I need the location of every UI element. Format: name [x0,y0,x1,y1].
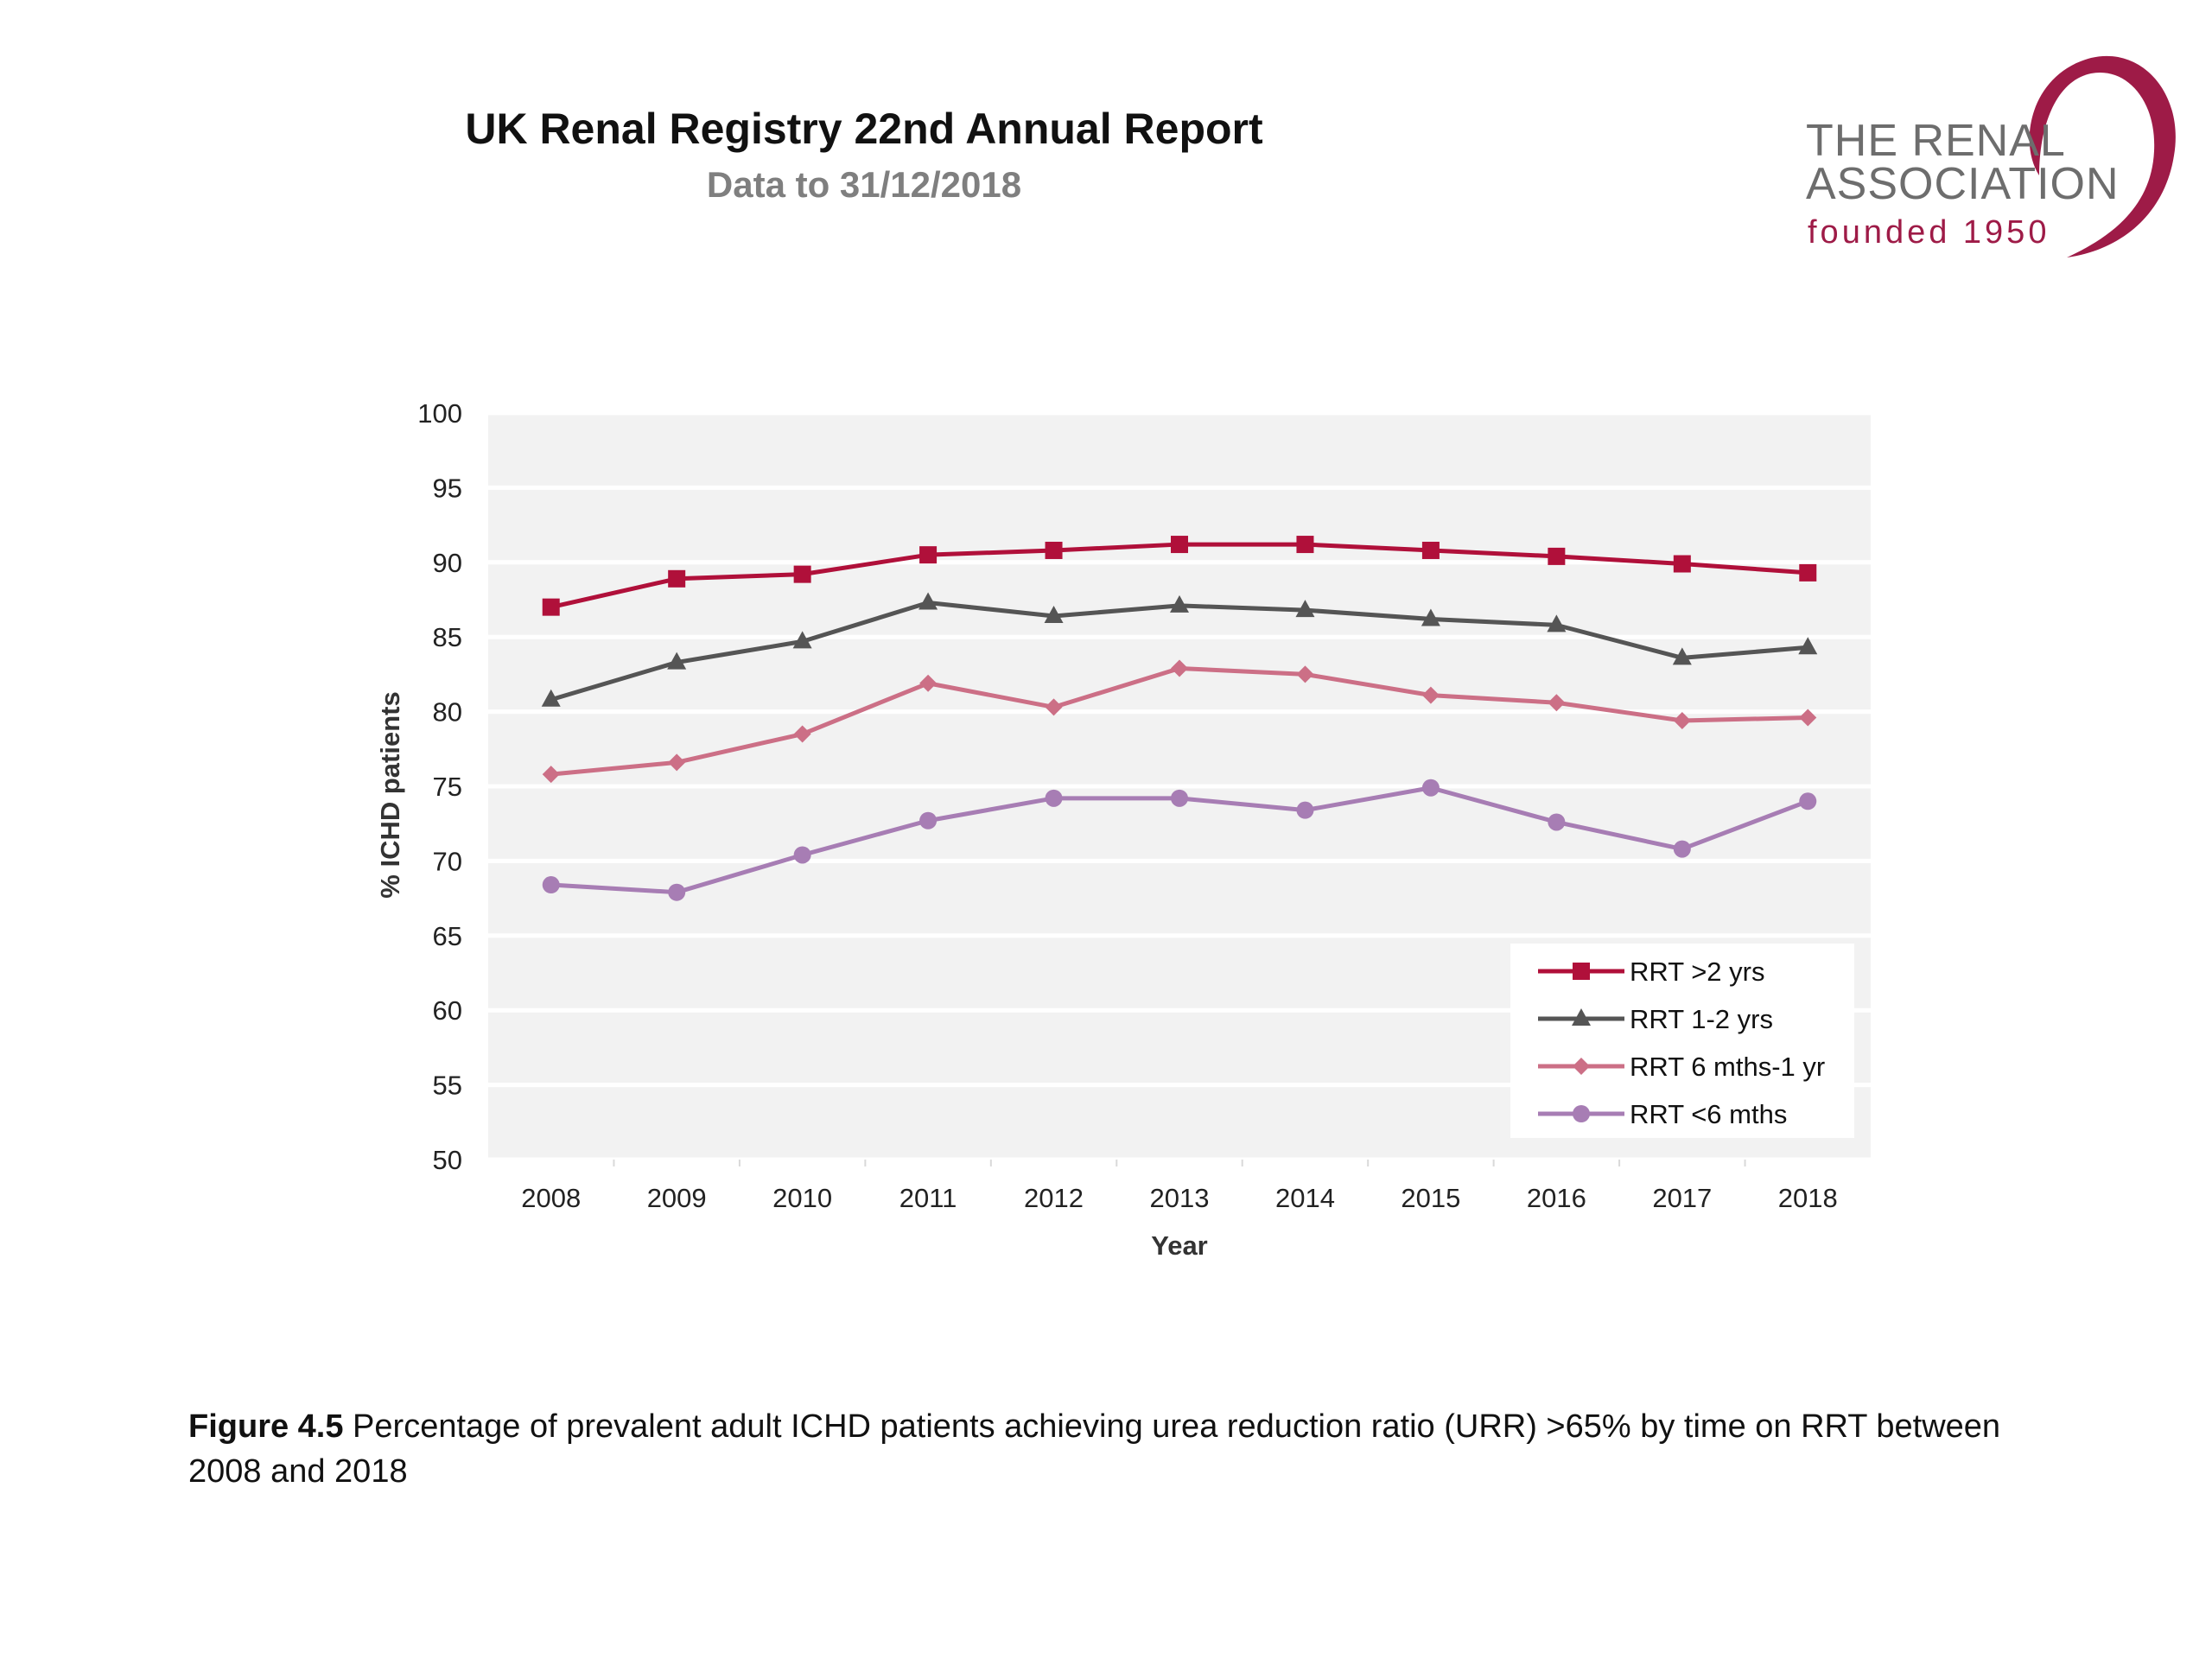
data-point [1045,541,1063,559]
legend-label: RRT 6 mths-1 yr [1630,1052,1825,1082]
data-point [1548,813,1566,831]
series-1 [542,536,1817,616]
y-tick-label: 100 [417,398,462,429]
x-tick-label: 2016 [1527,1183,1586,1213]
data-point [1296,536,1314,554]
y-tick-label: 65 [433,921,462,951]
data-point [1672,647,1692,665]
logo-line-3: founded 1950 [1808,214,2050,251]
caption-text: Percentage of prevalent adult ICHD patie… [188,1408,2001,1490]
series-4 [542,779,1817,901]
legend-marker [1573,963,1590,980]
data-point [1171,659,1188,677]
y-tick-label: 85 [433,622,462,652]
legend-marker [1572,1008,1591,1026]
data-point [1421,541,1440,559]
data-point [1548,547,1566,565]
y-axis-label: % ICHD patients [375,691,405,898]
data-point [541,689,561,707]
series-3 [542,659,1817,784]
y-tick-label: 95 [433,473,462,503]
legend-label: RRT <6 mths [1630,1099,1787,1129]
data-point [1296,665,1314,683]
y-tick-label: 55 [433,1071,462,1101]
y-tick-label: 70 [433,846,462,876]
y-tick-label: 90 [433,548,462,578]
figure-caption: Figure 4.5 Percentage of prevalent adult… [188,1404,2012,1494]
data-point [918,592,938,610]
data-point [1421,686,1440,704]
report-subtitle: Data to 31/12/2018 [706,164,1022,205]
series-group [541,536,1818,901]
data-point [542,876,560,894]
data-point [668,883,686,901]
data-point [1798,637,1818,655]
data-point [1421,608,1440,626]
y-tick-label: 60 [433,995,462,1026]
data-point [1045,698,1063,716]
figure-label: Figure 4.5 [188,1408,344,1445]
data-point [668,569,686,588]
data-point [919,811,938,830]
data-point [919,674,938,692]
data-point [793,565,811,583]
data-point [919,546,938,564]
x-tick-label: 2018 [1778,1183,1838,1213]
logo-line-2: ASSOCIATION [1806,159,2120,209]
data-point [793,725,811,743]
data-point [1170,594,1189,613]
data-point [1045,789,1063,807]
legend-label: RRT 1-2 yrs [1630,1004,1773,1034]
data-point [667,652,687,670]
renal-association-logo: THE RENAL ASSOCIATION founded 1950 [1797,48,2177,272]
series-2 [541,592,1818,707]
y-tick-label: 80 [433,697,462,728]
x-tick-label: 2014 [1275,1183,1335,1213]
data-point [1421,779,1440,797]
x-tick-label: 2012 [1024,1183,1084,1213]
data-point [1799,563,1817,582]
legend: RRT >2 yrs RRT 1-2 yrs RRT 6 mths-1 yr RRT … [1510,944,1854,1138]
x-tick-label: 2010 [772,1183,832,1213]
x-tick-label: 2013 [1150,1183,1210,1213]
data-point [1548,694,1566,712]
logo-swoosh-icon [2029,55,2176,258]
x-axis-label: Year [1151,1230,1208,1261]
y-axis-ticks: 50 55 60 65 70 75 80 85 90 95 100 [417,398,462,1175]
x-tick-label: 2009 [647,1183,707,1213]
y-tick-label: 75 [433,772,462,802]
data-point [542,766,560,784]
data-point [1171,789,1188,807]
y-tick-label: 50 [433,1145,462,1175]
data-point [1296,801,1314,819]
data-point [793,846,811,864]
x-tick-label: 2008 [521,1183,581,1213]
x-tick-label: 2015 [1401,1183,1460,1213]
data-point [1673,711,1691,729]
data-point [1799,792,1817,810]
data-point [1799,709,1817,727]
data-point [1171,536,1188,554]
data-point [1044,606,1064,624]
x-axis-ticks: 2008 2009 2010 2011 2012 2013 2014 2015 2016 2017… [521,1160,1838,1213]
x-tick-label: 2011 [899,1183,957,1213]
data-point [1673,555,1691,573]
data-point [542,598,560,616]
data-point [792,631,812,649]
data-point [1295,600,1315,618]
report-title: UK Renal Registry 22nd Annual Report [465,105,1263,153]
legend-marker [1573,1105,1590,1122]
data-point [668,753,686,772]
legend-label: RRT >2 yrs [1630,957,1764,987]
legend-marker [1573,1058,1590,1075]
data-point [1673,840,1691,858]
x-tick-label: 2017 [1652,1183,1712,1213]
data-point [1547,614,1567,632]
legend-box [1510,944,1854,1138]
logo-line-1: THE RENAL [1806,116,2066,166]
